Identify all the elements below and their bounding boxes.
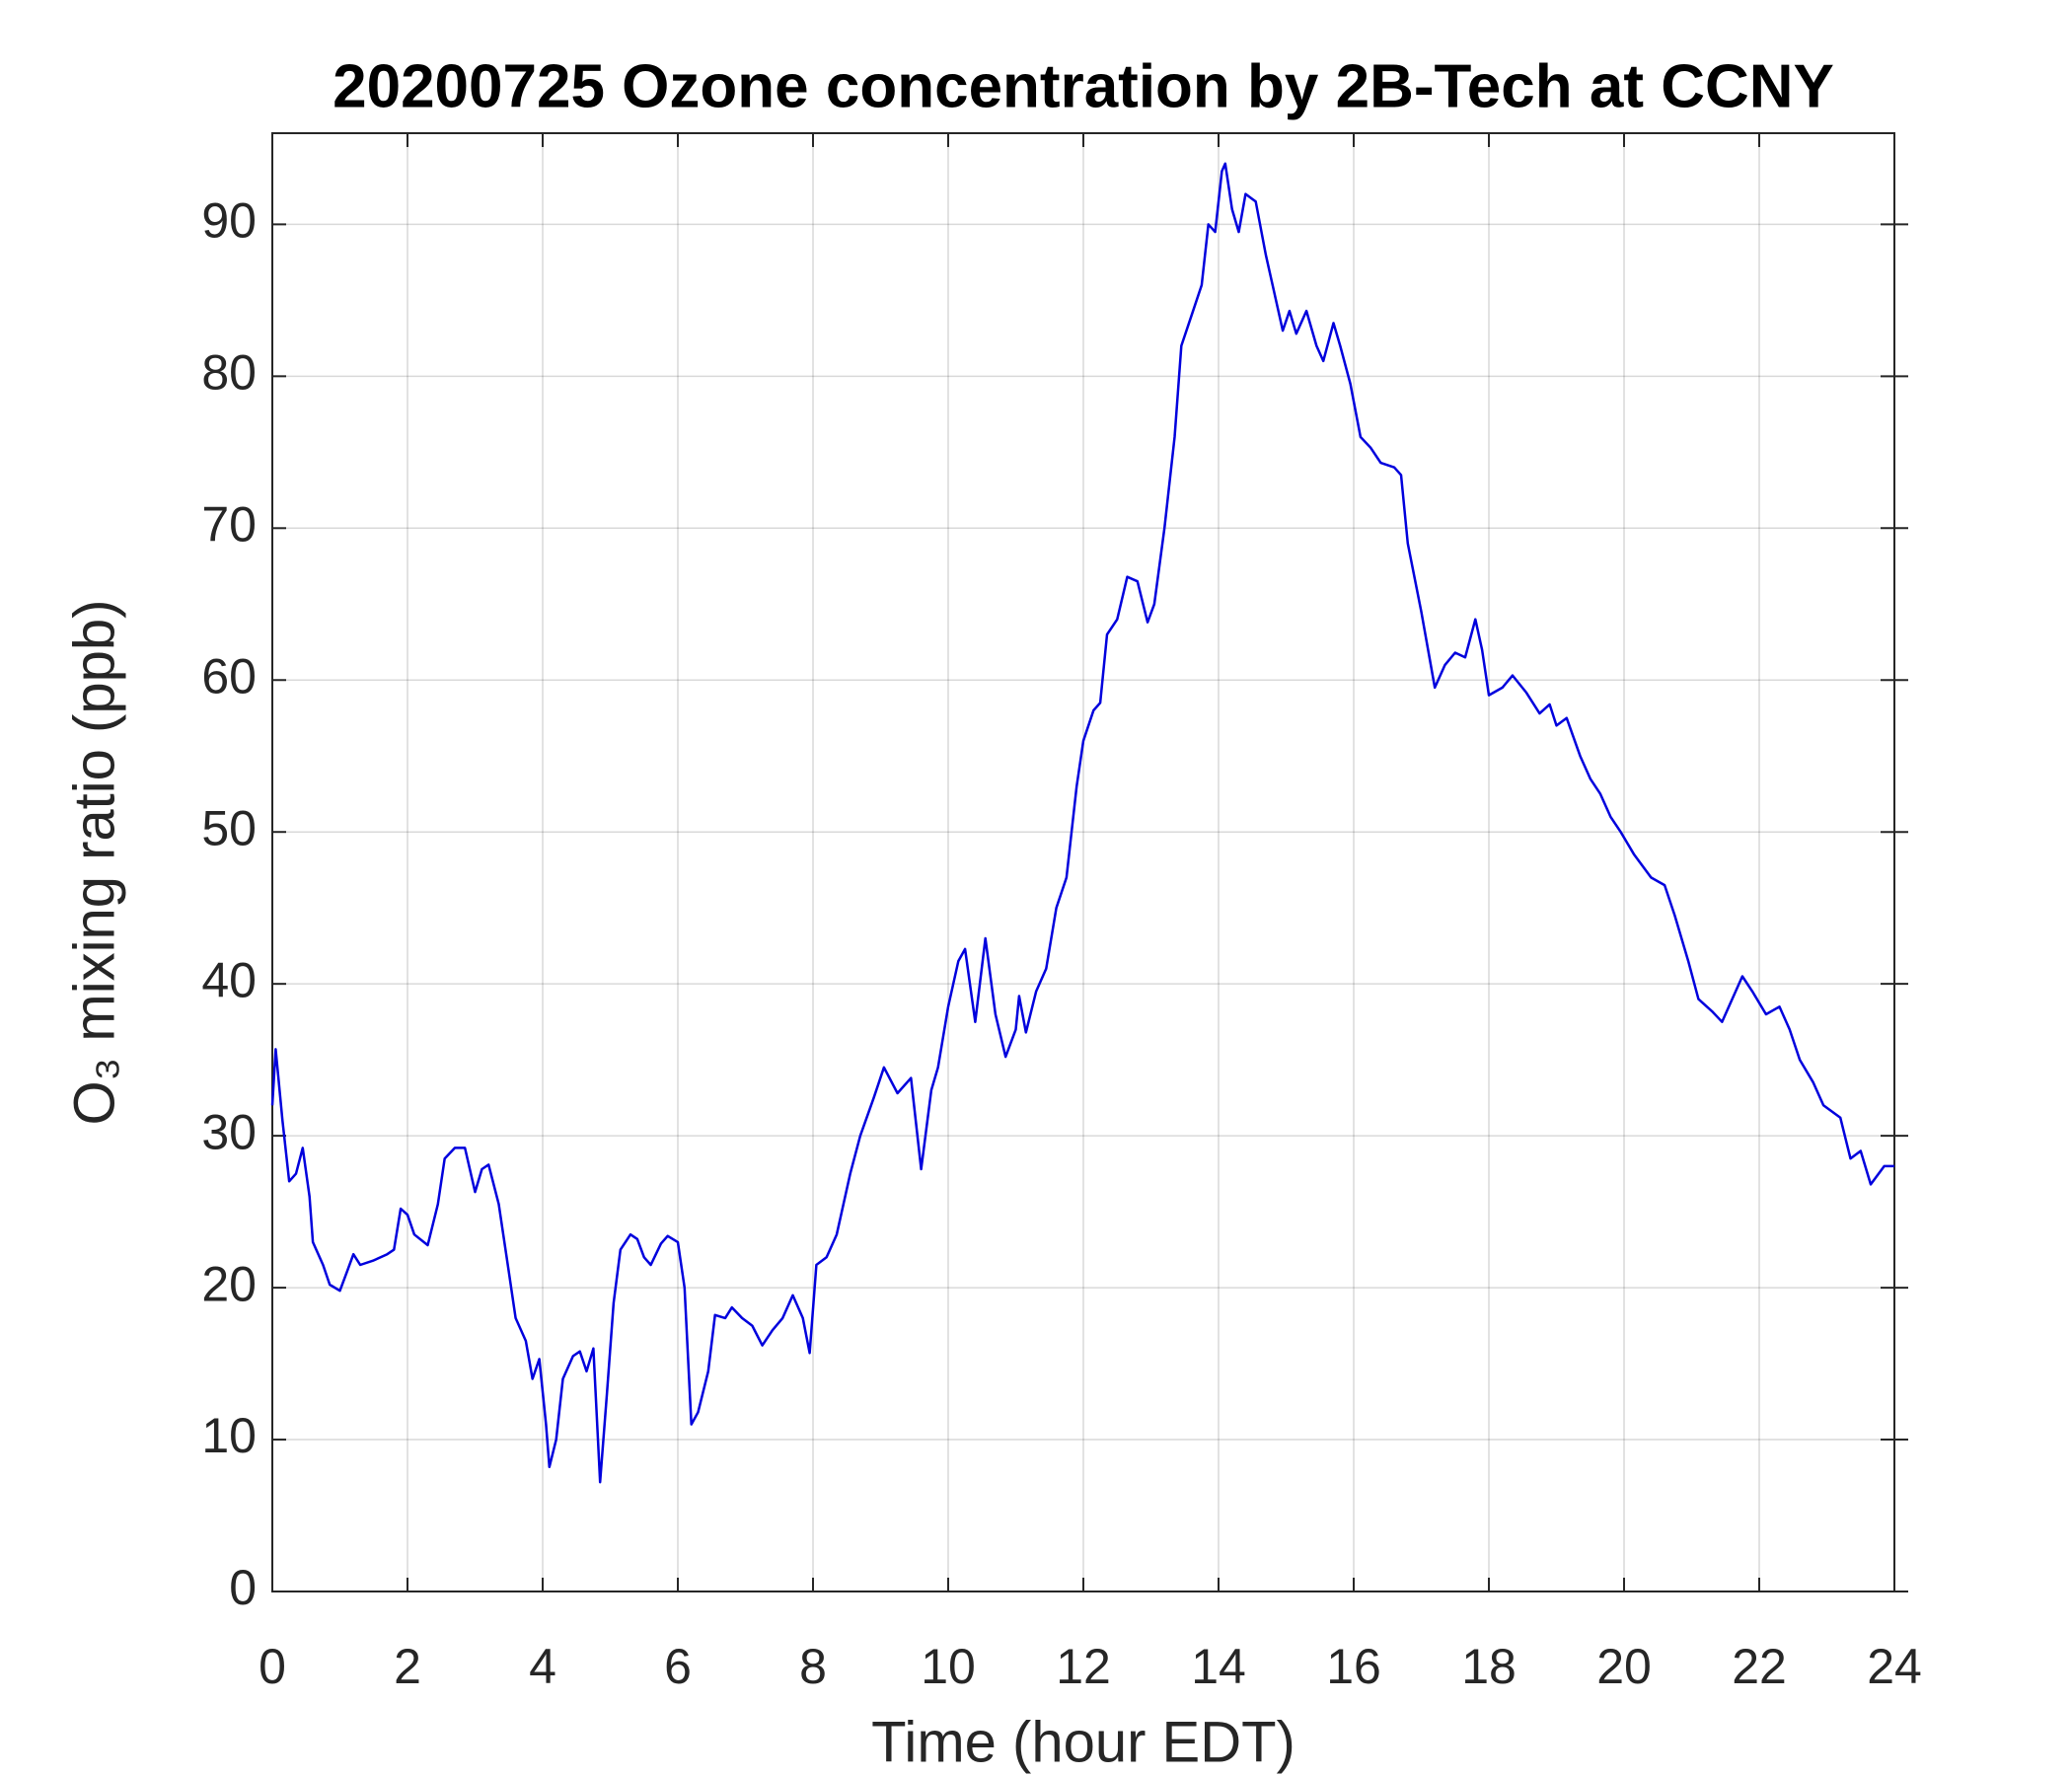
x-tick-label: 6 [664,1639,692,1694]
x-tick-label: 24 [1867,1639,1922,1694]
y-tick-label: 40 [201,952,257,1007]
y-tick-label: 80 [201,345,257,401]
x-tick-label: 16 [1326,1639,1381,1694]
x-tick-label: 2 [394,1639,421,1694]
x-axis-label: Time (hour EDT) [871,1710,1295,1774]
y-tick-label: 30 [201,1104,257,1159]
x-tick-label: 0 [259,1639,286,1694]
chart-title: 20200725 Ozone concentration by 2B-Tech … [333,52,1834,120]
y-tick-label: 90 [201,193,257,249]
y-tick-label: 10 [201,1408,257,1463]
y-tick-label: 0 [229,1560,257,1615]
plot-frame [271,132,1895,1592]
x-tick-label: 4 [529,1639,556,1694]
line-series [270,162,1894,1484]
x-tick-label: 8 [799,1639,827,1694]
x-tick-label: 20 [1596,1639,1652,1694]
x-tick-label: 12 [1056,1639,1111,1694]
y-tick-label: 20 [201,1256,257,1311]
x-tick-label: 22 [1732,1639,1787,1694]
y-tick-label: 50 [201,800,257,855]
x-tick-label: 14 [1191,1639,1246,1694]
y-axis-label: O₃ mixing ratio (ppb) [62,600,126,1126]
x-tick-label: 18 [1461,1639,1517,1694]
y-tick-label: 70 [201,496,257,552]
y-tick-label: 60 [201,648,257,703]
x-tick-label: 10 [921,1639,976,1694]
